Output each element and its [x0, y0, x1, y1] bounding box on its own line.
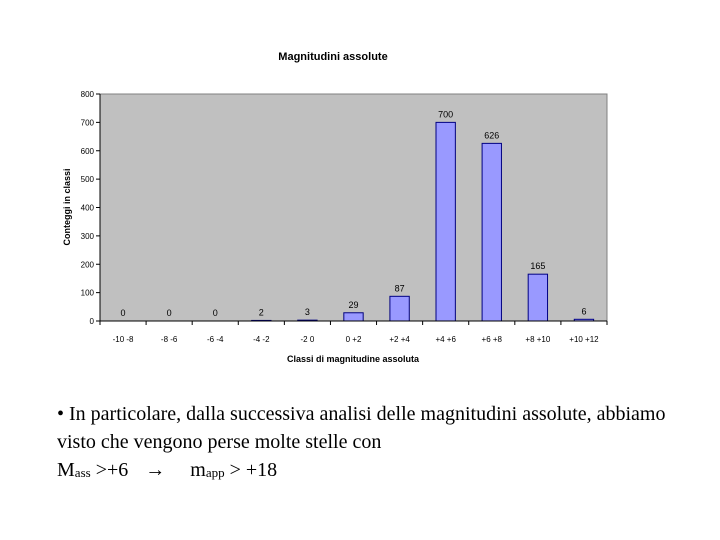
- data-label: 6: [581, 306, 586, 316]
- x-tick-label: -6 -4: [207, 335, 224, 344]
- x-axis-title: Classi di magnitudine assoluta: [287, 354, 420, 364]
- y-tick-label: 600: [81, 147, 95, 156]
- y-axis-title: Conteggi in classi: [62, 168, 72, 245]
- bar: [481, 142, 502, 322]
- caption-text: • In particolare, dalla successiva anali…: [57, 400, 697, 487]
- x-tick-label: +6 +8: [482, 335, 503, 344]
- bar-chart: Magnitudini assolute 0100200300400500600…: [62, 51, 608, 364]
- chart-title: Magnitudini assolute: [278, 51, 387, 63]
- m-ass-subscript: ass: [74, 465, 91, 480]
- x-tick-label: +2 +4: [389, 335, 410, 344]
- y-tick-label: 400: [81, 204, 95, 213]
- bar: [343, 312, 364, 322]
- x-tick-label: -4 -2: [253, 335, 270, 344]
- condition-mass: >+6: [90, 459, 129, 481]
- condition-mapp: > +18: [224, 459, 278, 481]
- bar: [389, 295, 410, 322]
- data-label: 87: [395, 283, 405, 293]
- x-tick-label: +10 +12: [569, 335, 599, 344]
- x-tick-label: 0 +2: [346, 335, 362, 344]
- plot-area: [99, 93, 608, 322]
- data-label: 3: [305, 307, 310, 317]
- caption-sentence: In particolare, dalla successiva analisi…: [57, 403, 666, 453]
- data-label: 29: [348, 300, 358, 310]
- y-tick-label: 300: [81, 232, 95, 241]
- data-label: 626: [484, 130, 499, 140]
- data-label: 0: [213, 308, 218, 318]
- bar: [527, 273, 549, 322]
- y-tick-label: 100: [81, 289, 95, 298]
- y-tick-label: 500: [81, 175, 95, 184]
- y-tick-label: 800: [81, 90, 95, 99]
- bullet: •: [57, 403, 65, 425]
- x-tick-label: -10 -8: [113, 335, 134, 344]
- bar: [435, 121, 456, 322]
- data-label: 0: [167, 308, 172, 318]
- data-label: 165: [530, 261, 545, 271]
- y-tick-label: 700: [81, 118, 95, 127]
- x-tick-label: +8 +10: [525, 335, 550, 344]
- data-label: 2: [259, 307, 264, 317]
- m-app-subscript: app: [205, 465, 225, 480]
- m-app-symbol: m: [190, 459, 206, 481]
- y-tick-label: 200: [81, 260, 95, 269]
- x-tick-label: +4 +6: [435, 335, 456, 344]
- m-ass-symbol: M: [57, 459, 75, 481]
- x-tick-label: -8 -6: [161, 335, 178, 344]
- arrow-right-icon: →: [145, 459, 166, 481]
- x-tick-label: -2 0: [301, 335, 315, 344]
- data-label: 0: [121, 308, 126, 318]
- data-label: 700: [438, 109, 453, 119]
- y-tick-label: 0: [90, 317, 95, 326]
